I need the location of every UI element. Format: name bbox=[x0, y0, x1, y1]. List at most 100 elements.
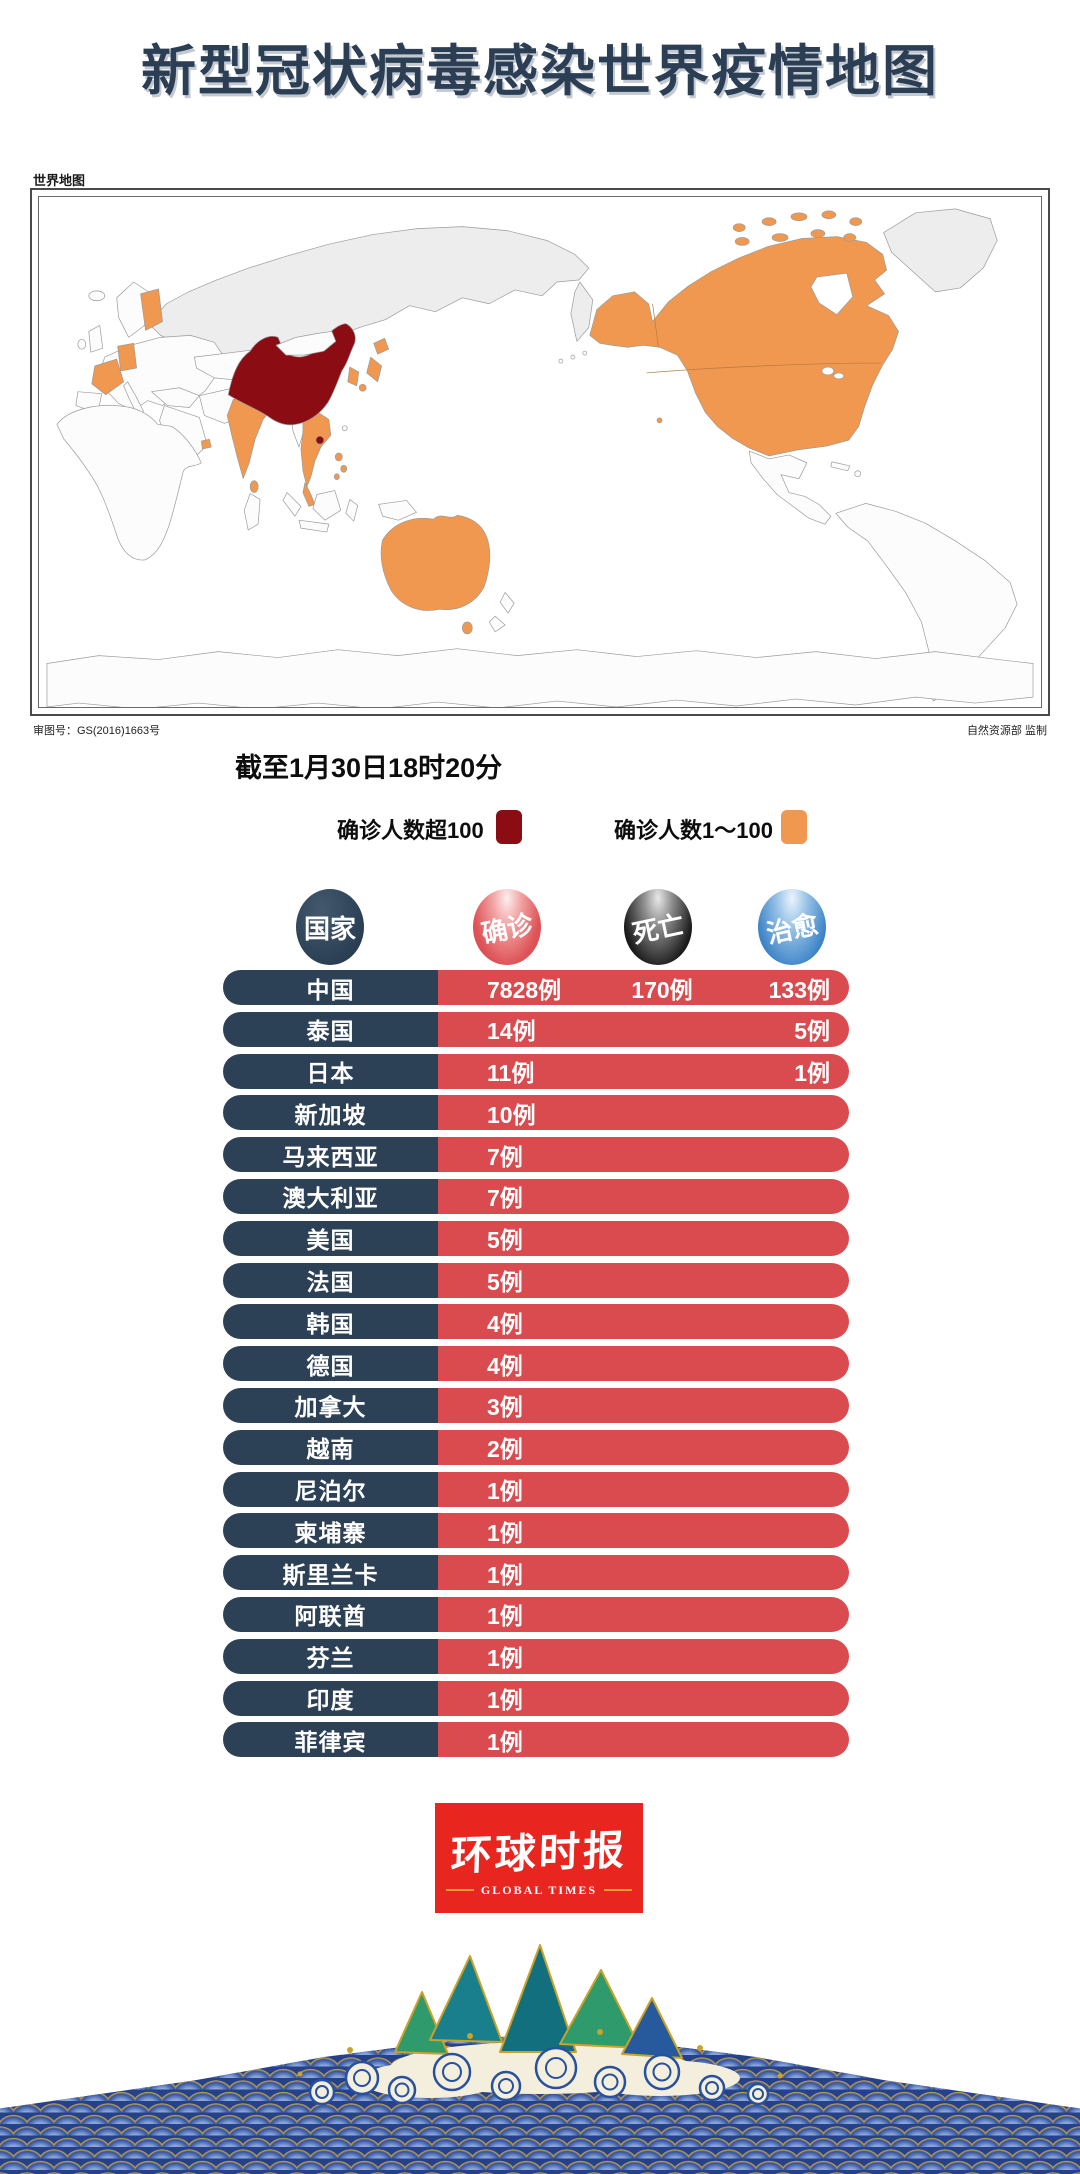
map-island-sulawesi bbox=[345, 499, 359, 522]
confirmed-value: 1例 bbox=[487, 1645, 523, 1672]
map-country-madagascar bbox=[243, 493, 261, 531]
map-legend: 确诊人数超100 确诊人数1～100 bbox=[0, 806, 1080, 848]
map-country-ireland bbox=[77, 338, 87, 350]
confirmed-value: 14例 bbox=[487, 1018, 536, 1045]
country-cell: 斯里兰卡 bbox=[223, 1555, 438, 1591]
map-license-number: 审图号：GS(2016)1663号 bbox=[33, 725, 161, 737]
table-row: 马来西亚 7例 bbox=[223, 1137, 849, 1173]
values-cell: 1例 bbox=[438, 1722, 849, 1758]
cured-value: 133例 bbox=[768, 976, 830, 1003]
logo-english-text: GLOBAL TIMES bbox=[480, 1882, 598, 1897]
confirmed-value: 1例 bbox=[487, 1687, 523, 1714]
country-cell: 阿联酋 bbox=[223, 1596, 438, 1632]
map-country-philippines-3 bbox=[333, 473, 340, 481]
map-country-new-zealand-south bbox=[488, 615, 506, 633]
mountain-wave-illustration bbox=[297, 1944, 783, 2106]
country-cell: 柬埔寨 bbox=[223, 1513, 438, 1549]
map-country-uk bbox=[88, 325, 104, 353]
confirmed-value: 1例 bbox=[487, 1603, 523, 1630]
map-country-philippines-2 bbox=[340, 464, 348, 473]
column-header-cured: 治愈 bbox=[758, 889, 826, 965]
country-cell: 印度 bbox=[223, 1680, 438, 1716]
values-cell: 5例 bbox=[438, 1220, 849, 1256]
legend-label-1-to-100: 确诊人数1～100 bbox=[614, 818, 773, 843]
values-cell: 3例 bbox=[438, 1387, 849, 1423]
map-country-philippines bbox=[334, 452, 343, 462]
values-cell: 1例 bbox=[438, 1471, 849, 1507]
values-cell: 7828例 170例 133例 bbox=[438, 970, 849, 1005]
cured-value: 5例 bbox=[794, 1018, 830, 1045]
country-cell: 马来西亚 bbox=[223, 1137, 438, 1173]
confirmed-value: 5例 bbox=[487, 1227, 523, 1254]
country-cell: 新加坡 bbox=[223, 1095, 438, 1131]
map-country-new-zealand-north bbox=[499, 592, 515, 614]
legend-label-over-100: 确诊人数超100 bbox=[337, 818, 484, 843]
table-row: 印度 1例 bbox=[223, 1680, 849, 1716]
confirmed-value: 2例 bbox=[487, 1436, 523, 1463]
map-country-cuba bbox=[830, 461, 851, 472]
table-row: 法国 5例 bbox=[223, 1262, 849, 1298]
map-country-australia bbox=[380, 514, 491, 611]
confirmed-value: 4例 bbox=[487, 1310, 523, 1337]
column-header-confirmed: 确诊 bbox=[473, 889, 541, 965]
column-header-country: 国家 bbox=[296, 889, 364, 965]
table-row: 越南 2例 bbox=[223, 1429, 849, 1465]
table-row: 澳大利亚 7例 bbox=[223, 1178, 849, 1214]
map-region-arctic-islands bbox=[732, 210, 863, 246]
map-country-france bbox=[91, 358, 125, 396]
values-cell: 11例 1例 bbox=[438, 1053, 849, 1089]
values-cell: 1例 bbox=[438, 1638, 849, 1674]
page-title: 新型冠状病毒感染世界疫情地图 bbox=[140, 40, 939, 102]
table-row: 尼泊尔 1例 bbox=[223, 1471, 849, 1507]
map-region-kamchatka bbox=[570, 281, 594, 342]
table-row: 阿联酋 1例 bbox=[223, 1596, 849, 1632]
confirmed-value: 7828例 bbox=[487, 976, 562, 1003]
world-map bbox=[39, 197, 1041, 707]
world-map-inner-border bbox=[38, 196, 1042, 708]
table-row: 泰国 14例 5例 bbox=[223, 1011, 849, 1047]
map-island-sumatra bbox=[282, 492, 302, 517]
values-cell: 5例 bbox=[438, 1262, 849, 1298]
values-cell: 4例 bbox=[438, 1304, 849, 1340]
confirmed-value: 1例 bbox=[487, 1561, 523, 1588]
country-cell: 美国 bbox=[223, 1220, 438, 1256]
map-country-mexico bbox=[748, 450, 832, 525]
map-country-finland bbox=[140, 288, 163, 331]
confirmed-value: 1例 bbox=[487, 1519, 523, 1546]
map-country-japan-honshu bbox=[366, 356, 382, 383]
cured-value: 1例 bbox=[794, 1060, 830, 1087]
map-island-taiwan bbox=[341, 425, 348, 432]
values-cell: 7例 bbox=[438, 1137, 849, 1173]
map-region-great-lakes-2 bbox=[833, 372, 845, 380]
map-region-tasmania bbox=[461, 621, 473, 635]
map-country-mongolia bbox=[275, 331, 337, 356]
table-row: 中国 7828例 170例 133例 bbox=[223, 970, 849, 1005]
legend-swatch-over-100 bbox=[496, 810, 522, 844]
country-table: 中国 7828例 170例 133例 泰国 14例 5例 日本 11例 1例 新… bbox=[223, 970, 849, 1758]
confirmed-value: 1例 bbox=[487, 1478, 523, 1505]
map-region-hudson-bay bbox=[810, 272, 854, 315]
map-region-great-lakes bbox=[821, 366, 835, 376]
map-island-new-guinea bbox=[378, 500, 417, 521]
map-region-indochina bbox=[300, 411, 332, 487]
map-country-uae bbox=[201, 438, 212, 450]
values-cell: 1例 bbox=[438, 1596, 849, 1632]
country-cell: 尼泊尔 bbox=[223, 1471, 438, 1507]
values-cell: 1例 bbox=[438, 1680, 849, 1716]
country-cell: 越南 bbox=[223, 1429, 438, 1465]
confirmed-value: 10例 bbox=[487, 1101, 536, 1128]
country-cell: 澳大利亚 bbox=[223, 1178, 438, 1214]
map-island-hispaniola bbox=[854, 470, 862, 478]
country-cell: 日本 bbox=[223, 1053, 438, 1089]
map-country-malaysia bbox=[302, 482, 316, 507]
table-row: 日本 11例 1例 bbox=[223, 1053, 849, 1089]
map-region-hawaii bbox=[656, 417, 663, 424]
country-cell: 法国 bbox=[223, 1262, 438, 1298]
table-row: 菲律宾 1例 bbox=[223, 1722, 849, 1758]
confirmed-value: 3例 bbox=[487, 1394, 523, 1421]
logo-right-rule bbox=[604, 1889, 633, 1891]
map-island-borneo bbox=[312, 490, 342, 521]
table-row: 德国 4例 bbox=[223, 1346, 849, 1382]
map-country-south-korea bbox=[347, 366, 360, 387]
logo-left-rule bbox=[445, 1889, 474, 1891]
